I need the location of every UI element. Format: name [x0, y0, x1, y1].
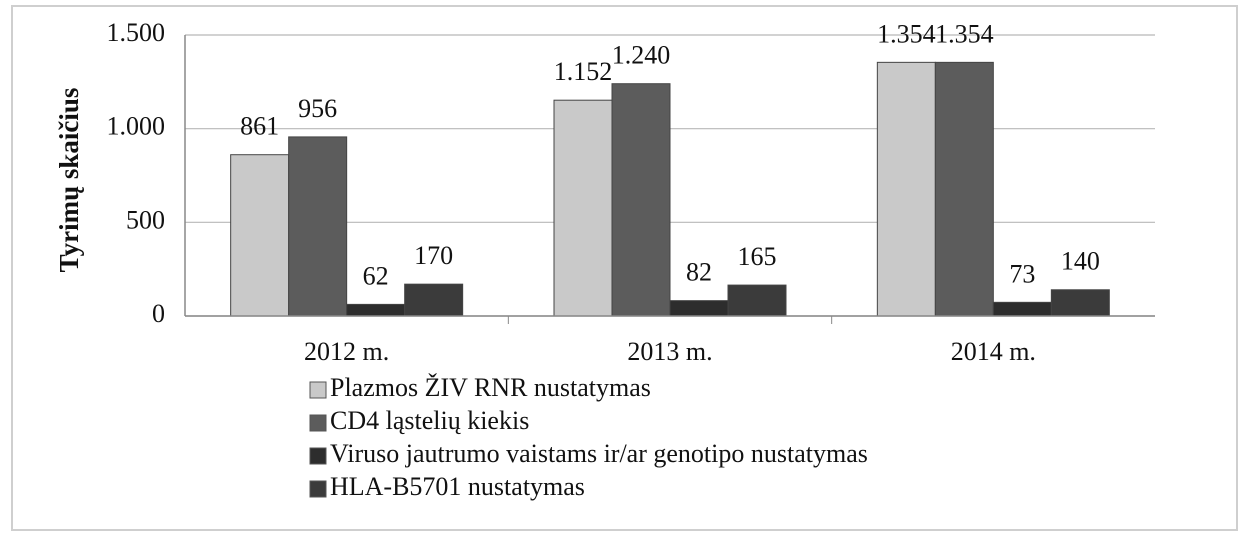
legend-label: CD4 ląstelių kiekis [330, 406, 529, 435]
bar [404, 283, 464, 317]
legend-swatch [309, 480, 327, 498]
bar [611, 83, 671, 317]
y-tick-label: 500 [126, 205, 165, 234]
legend-label: HLA-B5701 nustatymas [330, 472, 585, 501]
data-label: 170 [414, 241, 453, 270]
legend-swatch [309, 447, 327, 465]
legend-label: Viruso jautrumo vaistams ir/ar genotipo … [330, 439, 868, 468]
y-tick-label: 1.000 [107, 112, 166, 141]
data-label: 1.354 [935, 19, 994, 48]
bar [992, 301, 1052, 317]
legend-swatch [309, 381, 327, 399]
data-label: 1.240 [612, 41, 671, 70]
bar [876, 61, 936, 317]
x-tick-label: 2012 m. [304, 337, 389, 366]
bar [346, 303, 406, 317]
data-label: 140 [1061, 247, 1100, 276]
legend-label: Plazmos ŽIV RNR nustatymas [330, 373, 651, 402]
data-label: 1.152 [554, 57, 613, 86]
data-label: 956 [298, 94, 337, 123]
data-label: 62 [363, 261, 389, 290]
data-label: 82 [686, 258, 712, 287]
chart-frame [11, 5, 1238, 531]
bar [934, 61, 994, 317]
x-tick-label: 2014 m. [951, 337, 1036, 366]
x-tick-label: 2013 m. [627, 337, 712, 366]
bar [1050, 289, 1110, 317]
data-label: 73 [1009, 259, 1035, 288]
legend-swatch [309, 414, 327, 432]
bar [669, 300, 729, 317]
data-label: 861 [240, 112, 279, 141]
y-tick-label: 0 [152, 299, 165, 328]
y-axis-label: Tyrimų skaičius [54, 88, 84, 273]
bar [727, 284, 787, 317]
data-label: 165 [738, 242, 777, 271]
bar [230, 154, 290, 317]
bar [553, 99, 613, 317]
y-tick-label: 1.500 [107, 18, 166, 47]
data-label: 1.354 [877, 19, 936, 48]
bar [288, 136, 348, 317]
